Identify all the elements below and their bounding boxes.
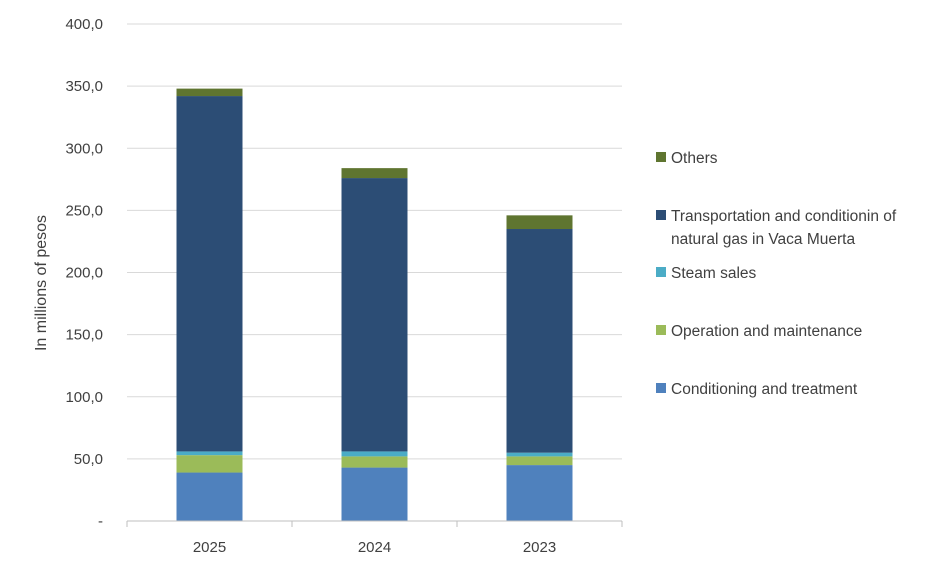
legend-label: Transportation and conditionin of bbox=[671, 208, 897, 225]
legend: Others Transportation and conditionin of n… bbox=[656, 150, 897, 398]
bar-segment bbox=[506, 452, 573, 457]
legend-label: Steam sales bbox=[671, 265, 757, 282]
y-tick-label: 150,0 bbox=[65, 327, 103, 344]
legend-label: Operation and maintenance bbox=[671, 323, 862, 340]
legend-swatch bbox=[656, 152, 666, 162]
x-tick-label: 2024 bbox=[358, 539, 391, 556]
axes bbox=[126, 520, 623, 527]
bar-segment bbox=[341, 168, 408, 179]
bar-segment bbox=[176, 451, 243, 456]
legend-swatch bbox=[656, 383, 666, 393]
legend-label: Others bbox=[671, 150, 718, 167]
bar-segment bbox=[341, 467, 408, 521]
bar-segment bbox=[341, 451, 408, 457]
bar-segment bbox=[176, 472, 243, 521]
y-axis-label: In millions of pesos bbox=[33, 215, 50, 351]
bars bbox=[176, 88, 573, 521]
legend-item: Others bbox=[656, 150, 718, 167]
bar-segment bbox=[176, 455, 243, 473]
y-tick-label: 100,0 bbox=[65, 389, 103, 406]
bar-segment bbox=[176, 96, 243, 452]
bar-segment bbox=[341, 456, 408, 468]
legend-item: Transportation and conditionin of natural… bbox=[656, 208, 897, 248]
legend-item: Operation and maintenance bbox=[656, 323, 862, 340]
legend-item: Steam sales bbox=[656, 265, 757, 282]
legend-swatch bbox=[656, 267, 666, 277]
y-tick-label: 350,0 bbox=[65, 78, 103, 95]
y-tick-label: 50,0 bbox=[74, 451, 103, 468]
bar-segment bbox=[506, 215, 573, 230]
y-tick-label: 400,0 bbox=[65, 16, 103, 33]
x-tick-label: 2023 bbox=[523, 539, 556, 556]
bar-segment bbox=[506, 456, 573, 466]
x-tick-label: 2025 bbox=[193, 539, 226, 556]
legend-label: Conditioning and treatment bbox=[671, 381, 858, 398]
x-tick-labels: 2025 2024 2023 bbox=[193, 539, 556, 556]
legend-swatch bbox=[656, 325, 666, 335]
y-tick-label: - bbox=[98, 513, 103, 530]
bar-segment bbox=[506, 465, 573, 521]
y-tick-label: 200,0 bbox=[65, 265, 103, 282]
legend-item: Conditioning and treatment bbox=[656, 381, 858, 398]
legend-label: natural gas in Vaca Muerta bbox=[671, 231, 855, 248]
bar-segment bbox=[506, 229, 573, 453]
bar-segment bbox=[341, 178, 408, 452]
bar-segment bbox=[176, 88, 243, 97]
y-tick-label: 300,0 bbox=[65, 140, 103, 157]
y-tick-labels: - 50,0 100,0 150,0 200,0 250,0 300,0 350,0 400,0 bbox=[65, 16, 103, 530]
legend-swatch bbox=[656, 210, 666, 220]
y-tick-label: 250,0 bbox=[65, 202, 103, 219]
